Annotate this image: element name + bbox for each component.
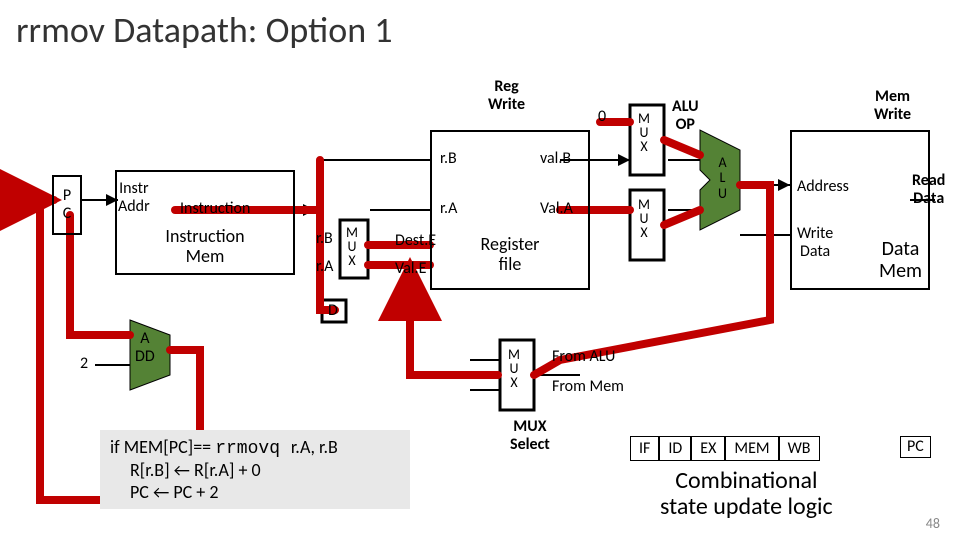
two-label: 2 <box>80 355 88 373</box>
zero-label: 0 <box>598 108 606 126</box>
d-label: D <box>328 302 338 320</box>
pc-block: PC <box>52 175 82 235</box>
ra2-label: r.A <box>316 258 333 276</box>
stage-mem: MEM <box>725 436 778 461</box>
instruction-mem-block: InstructionMem <box>115 170 295 275</box>
mux2-label: MUX <box>638 112 650 154</box>
reg-write-label: RegWrite <box>488 78 525 113</box>
pseudo-l2: R[r.B] ← R[r.A] + 0 <box>110 459 400 481</box>
add-label: ADD <box>135 330 155 365</box>
stage-row: IF ID EX MEM WB <box>630 436 820 461</box>
mux-select-label: MUXSelect <box>510 418 550 453</box>
stage-wb: WB <box>779 436 820 461</box>
page-title: rrmov Datapath: Option 1 <box>16 8 393 52</box>
from-alu-label: From ALU <box>552 348 615 366</box>
alu-op-label: ALUOP <box>672 98 699 133</box>
stage-id: ID <box>659 436 691 461</box>
rb2-label: r.B <box>316 230 333 248</box>
pseudo-l1c: r.A, r.B <box>291 436 338 458</box>
alu-label: ALU <box>718 155 727 201</box>
slide-number: 48 <box>926 515 940 532</box>
stage-pc: PC <box>900 436 931 458</box>
register-file-block: Registerfile <box>430 130 590 290</box>
from-mem-label: From Mem <box>552 378 624 396</box>
stage-ex: EX <box>691 436 725 461</box>
data-mem-block: DataMem <box>790 130 930 290</box>
pseudo-l1b: rrmovq <box>215 439 291 459</box>
pseudo-l3: PC ← PC + 2 <box>110 481 400 503</box>
mem-write-label: MemWrite <box>874 88 911 123</box>
vale-label: Val.E <box>395 260 426 278</box>
pseudocode-panel: if MEM[PC]== rrmovq r.A, r.B R[r.B] ← R[… <box>100 430 410 509</box>
mux3-label: MUX <box>638 198 650 240</box>
mux4-label: MUX <box>508 348 520 390</box>
stage-if: IF <box>630 436 659 461</box>
combinational-label: Combinationalstate update logic <box>660 468 833 521</box>
mux1-label: MUX <box>346 226 358 268</box>
pseudo-l1a: if MEM[PC]== <box>110 436 215 458</box>
